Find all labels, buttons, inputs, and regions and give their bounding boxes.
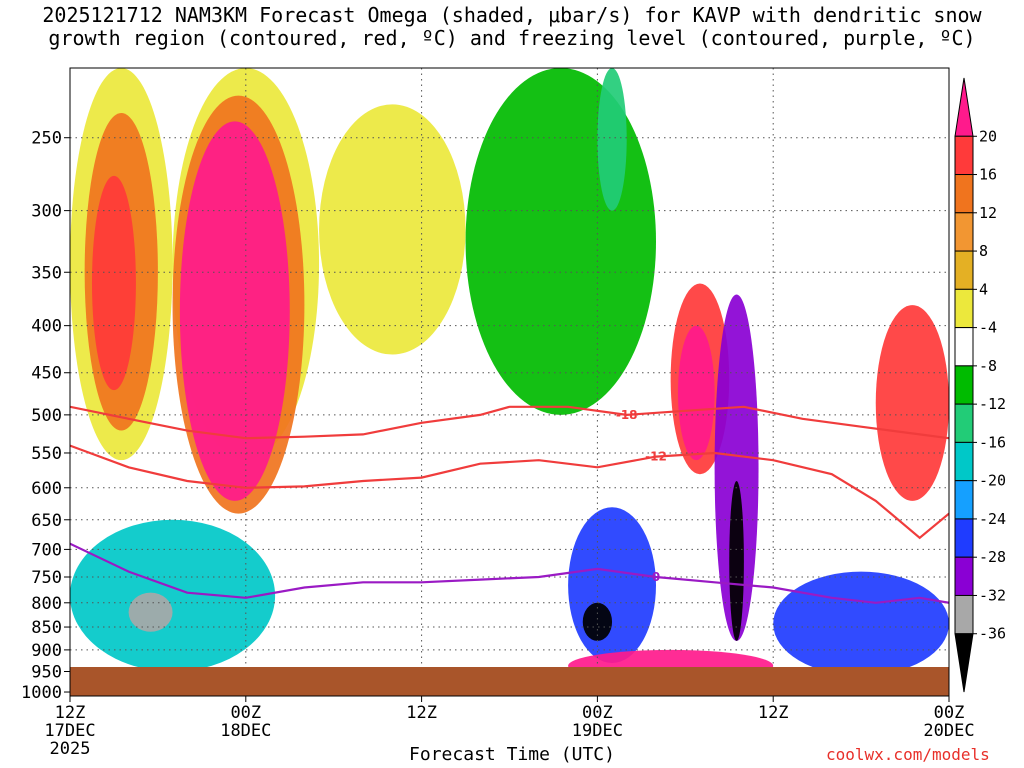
y-tick-label-850: 850 xyxy=(31,618,62,638)
x-tick-label-60-1: 20DEC xyxy=(923,721,974,741)
colorbar-swatch-4 xyxy=(954,250,974,290)
x-tick-label-36-1: 19DEC xyxy=(572,721,623,741)
colorbar-swatch-13 xyxy=(954,594,974,635)
colorbar-label-1: 16 xyxy=(979,166,997,184)
colorbar-swatch-9 xyxy=(954,441,974,482)
y-tick-label-250: 250 xyxy=(31,129,62,149)
x-tick-label-0-0: 12Z xyxy=(55,703,86,723)
colorbar-swatch-5 xyxy=(954,288,974,329)
omega-region-14 xyxy=(582,602,613,641)
omega-region-11 xyxy=(714,294,759,641)
y-tick-label-650: 650 xyxy=(31,511,62,531)
colorbar-label-7: -12 xyxy=(979,395,1006,413)
omega-region-10 xyxy=(677,325,715,461)
y-axis: 250 300 350 400 450 500 550 600 650 700 750 800 850 9… xyxy=(21,129,70,703)
plot-frame xyxy=(69,67,950,697)
x-tick-label-48-0: 12Z xyxy=(758,703,789,723)
colorbar-swatch-12 xyxy=(954,556,974,596)
colorbar-label-5: -4 xyxy=(979,319,997,337)
x-tick-label-12-0: 00Z xyxy=(230,703,261,723)
colorbar-label-6: -8 xyxy=(979,357,997,375)
colorbar-cap-top xyxy=(954,77,974,137)
y-tick-label-1000: 1000 xyxy=(21,683,62,703)
colorbar-label-10: -24 xyxy=(979,510,1006,528)
omega-region-17 xyxy=(875,305,949,501)
contour-label-0: 0 xyxy=(652,570,660,584)
omega-region-5 xyxy=(179,121,290,501)
y-tick-label-450: 450 xyxy=(31,364,62,384)
source-credit: coolwx.com/models xyxy=(826,745,990,764)
contour-label--12: -12 xyxy=(645,450,667,464)
x-tick-label-36-0: 00Z xyxy=(582,703,613,723)
colorbar-label-12: -32 xyxy=(979,586,1006,604)
y-tick-label-350: 350 xyxy=(31,263,62,283)
omega-region-16 xyxy=(773,571,949,676)
omega-region-18 xyxy=(70,519,276,672)
y-tick-label-500: 500 xyxy=(31,406,62,426)
colorbar-swatch-8 xyxy=(954,403,974,443)
colorbar-label-8: -16 xyxy=(979,433,1006,451)
omega-region-8 xyxy=(597,68,627,211)
omega-shading xyxy=(70,68,949,682)
y-tick-label-600: 600 xyxy=(31,479,62,499)
contour-0 xyxy=(70,542,949,604)
colorbar: 20 16 12 8 4 -4 -8 -12 -16 -20 -24 -28 -32 -36 xyxy=(954,77,1006,693)
y-tick-label-950: 950 xyxy=(31,663,62,683)
x-tick-label-12-1: 18DEC xyxy=(220,721,271,741)
colorbar-swatch-6 xyxy=(954,327,974,367)
terrain-ground xyxy=(70,667,949,696)
colorbar-label-4: 4 xyxy=(979,280,988,298)
contour--12 xyxy=(70,444,949,540)
colorbar-label-0: 20 xyxy=(979,127,997,145)
omega-region-13 xyxy=(568,507,656,664)
colorbar-cap-bottom xyxy=(954,633,974,693)
colorbar-swatch-11 xyxy=(954,518,974,558)
colorbar-label-9: -20 xyxy=(979,472,1006,490)
omega-region-2 xyxy=(91,175,136,391)
contour-lines: -18 -12 0 xyxy=(70,405,949,604)
y-tick-label-700: 700 xyxy=(31,540,62,560)
colorbar-swatch-7 xyxy=(954,365,974,405)
omega-region-19 xyxy=(128,592,173,632)
y-tick-label-300: 300 xyxy=(31,202,62,222)
y-tick-label-800: 800 xyxy=(31,594,62,614)
colorbar-swatch-1 xyxy=(954,135,974,176)
colorbar-swatch-10 xyxy=(954,480,974,520)
y-tick-label-900: 900 xyxy=(31,641,62,661)
colorbar-swatch-2 xyxy=(954,174,974,214)
y-tick-label-400: 400 xyxy=(31,317,62,337)
y-tick-label-550: 550 xyxy=(31,444,62,464)
colorbar-swatch-3 xyxy=(954,212,974,252)
omega-region-6 xyxy=(319,104,466,355)
x-tick-label-24-0: 12Z xyxy=(406,703,437,723)
colorbar-label-3: 8 xyxy=(979,242,988,260)
x-tick-label-0-1: 17DEC xyxy=(44,721,95,741)
x-tick-label-60-0: 00Z xyxy=(934,703,965,723)
colorbar-label-11: -28 xyxy=(979,548,1006,566)
y-tick-label-750: 750 xyxy=(31,568,62,588)
chart-title-line-1: 2025121712 NAM3KM Forecast Omega (shaded… xyxy=(42,3,982,27)
chart-title-line-2: growth region (contoured, red, ºC) and f… xyxy=(48,26,976,50)
colorbar-label-2: 12 xyxy=(979,204,997,222)
x-axis-label: Forecast Time (UTC) xyxy=(409,744,615,765)
colorbar-label-13: -36 xyxy=(979,625,1006,643)
omega-region-7 xyxy=(465,68,656,415)
contour--18 xyxy=(70,405,949,440)
contour-label--18: -18 xyxy=(616,408,638,422)
x-tick-label-0-2: 2025 xyxy=(50,739,91,759)
omega-region-12 xyxy=(729,481,744,641)
